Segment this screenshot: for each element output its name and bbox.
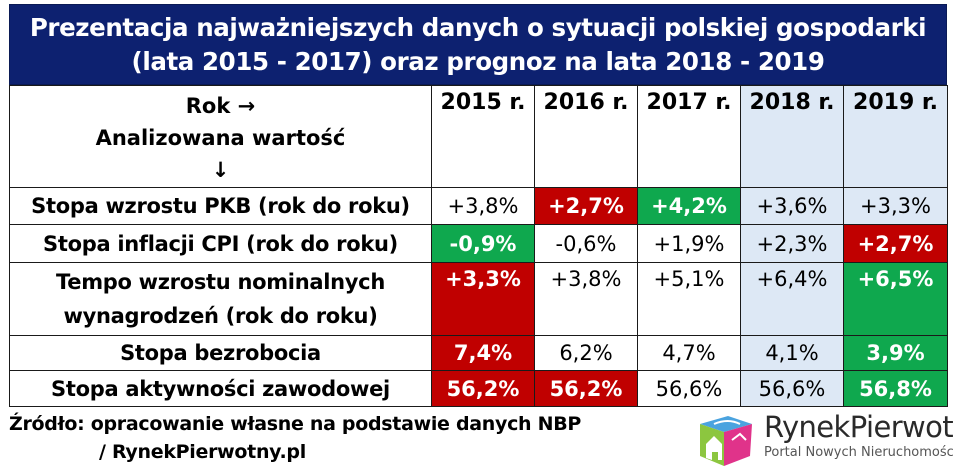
cell-value-best: 3,9%	[843, 335, 948, 371]
source-line-2: / RynekPierwotny.pl	[99, 441, 306, 463]
source-line-1: Źródło: opracowanie własne na podstawie …	[9, 413, 581, 435]
table-row-wages: Tempo wzrostu nominalnych wynagrodzeń (r…	[9, 262, 948, 336]
cell-value: +3,8%	[534, 262, 638, 336]
year-header-2018: 2018 r.	[740, 85, 844, 188]
cell-value: -0,6%	[534, 224, 638, 263]
down-arrow-icon: ↓	[211, 158, 230, 182]
cell-value-worst: +3,3%	[431, 262, 535, 336]
cell-value: +2,3%	[740, 224, 844, 263]
title-banner: Prezentacja najważniejszych danych o syt…	[9, 4, 947, 85]
title-line-2: (lata 2015 - 2017) oraz prognoz na lata …	[131, 47, 825, 76]
header-row: Rok → Analizowana wartość ↓ 2015 r. 2016…	[9, 85, 948, 188]
year-header-2017: 2017 r.	[637, 85, 741, 188]
logo-tagline: Portal Nowych Nieruchomości	[764, 445, 954, 460]
year-axis-label: Rok →	[185, 94, 256, 118]
cell-value: +3,8%	[431, 187, 535, 225]
cell-value: +1,9%	[637, 224, 741, 263]
cell-value-worst: +2,7%	[843, 224, 948, 263]
cell-value-worst: 56,2%	[534, 370, 638, 407]
table-row-inflation: Stopa inflacji CPI (rok do roku) -0,9% -…	[9, 224, 948, 263]
row-label: Stopa inflacji CPI (rok do roku)	[9, 224, 432, 263]
logo-brand-name: RynekPierwotny	[764, 410, 954, 444]
cell-value: +6,4%	[740, 262, 844, 336]
table-row-unemployment: Stopa bezrobocia 7,4% 6,2% 4,7% 4,1% 3,9…	[9, 335, 948, 371]
row-label: Stopa aktywności zawodowej	[9, 370, 432, 407]
row-label: Tempo wzrostu nominalnych wynagrodzeń (r…	[9, 262, 432, 336]
cell-value: 56,6%	[740, 370, 844, 407]
year-header-2016: 2016 r.	[534, 85, 638, 188]
cell-value-best: 56,8%	[843, 370, 948, 407]
cell-value: 4,7%	[637, 335, 741, 371]
row-label-line-1: Tempo wzrostu nominalnych	[56, 270, 385, 294]
year-header-2019: 2019 r.	[843, 85, 948, 188]
source-note: Źródło: opracowanie własne na podstawie …	[9, 410, 581, 466]
cell-value-worst: +2,7%	[534, 187, 638, 225]
cell-value: +3,3%	[843, 187, 948, 225]
year-header-2015: 2015 r.	[431, 85, 535, 188]
title-line-1: Prezentacja najważniejszych danych o syt…	[29, 13, 927, 42]
cell-value: 4,1%	[740, 335, 844, 371]
table-row-gdp: Stopa wzrostu PKB (rok do roku) +3,8% +2…	[9, 187, 948, 225]
row-label: Stopa bezrobocia	[9, 335, 432, 371]
row-label: Stopa wzrostu PKB (rok do roku)	[9, 187, 432, 225]
cell-value-worst: 7,4%	[431, 335, 535, 371]
house-cube-icon	[700, 416, 752, 466]
cell-value-best: -0,9%	[431, 224, 535, 263]
cell-value-worst: 56,2%	[431, 370, 535, 407]
row-label-line-2: wynagrodzeń (rok do roku)	[63, 304, 378, 328]
cell-value-best: +4,2%	[637, 187, 741, 225]
cell-value-best: +6,5%	[843, 262, 948, 336]
infographic: Prezentacja najważniejszych danych o syt…	[9, 4, 948, 407]
cell-value: +5,1%	[637, 262, 741, 336]
economic-data-table: Rok → Analizowana wartość ↓ 2015 r. 2016…	[9, 85, 948, 407]
cell-value: 56,6%	[637, 370, 741, 407]
corner-header: Rok → Analizowana wartość ↓	[9, 85, 432, 188]
cell-value: 6,2%	[534, 335, 638, 371]
value-axis-label: Analizowana wartość	[95, 126, 346, 150]
rynekpierwotny-logo: RynekPierwotny Portal Nowych Nieruchomoś…	[694, 410, 954, 468]
table-row-activity: Stopa aktywności zawodowej 56,2% 56,2% 5…	[9, 370, 948, 407]
cell-value: +3,6%	[740, 187, 844, 225]
